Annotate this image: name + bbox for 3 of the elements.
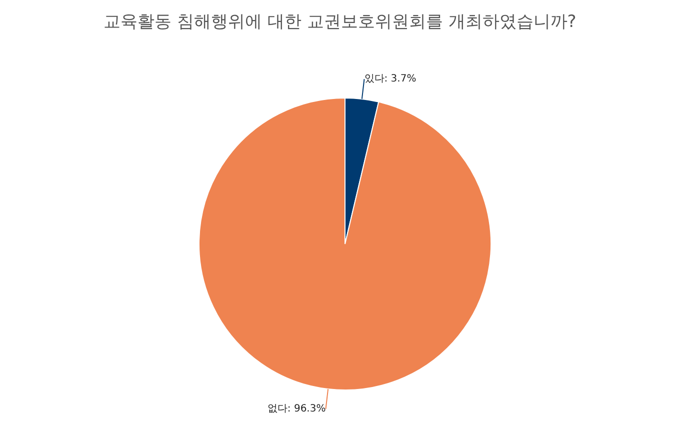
chart-title: 교육활동 침해행위에 대한 교권보호위원회를 개최하였습니까? <box>102 11 578 34</box>
slice-label: 없다: 96.3% <box>267 403 326 414</box>
slice-label: 있다: 3.7% <box>364 74 416 85</box>
